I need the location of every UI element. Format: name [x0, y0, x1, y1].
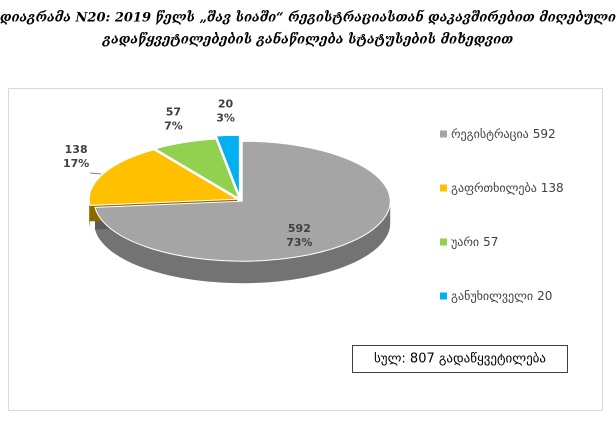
legend-entry: უარი 57	[451, 235, 498, 249]
percent-label: 73%	[286, 236, 312, 249]
legend-value: 138	[541, 181, 564, 195]
percent-label: 17%	[63, 157, 89, 170]
chart-title: გადაწყვეტილებების განაწილება სტატუსების …	[102, 32, 513, 48]
legend-entry: რეგისტრაცია 592	[451, 127, 556, 141]
leader-line	[90, 172, 102, 175]
data-label: 57	[166, 105, 181, 118]
legend-swatch	[440, 292, 447, 300]
percent-label: 3%	[216, 111, 235, 124]
legend-name: უარი	[451, 235, 479, 249]
legend-swatch	[440, 130, 447, 138]
slice	[88, 149, 239, 206]
slice	[154, 138, 240, 200]
data-label: 592	[288, 222, 311, 235]
chart-title: დიაგრამა N20: 2019 წელს „შავ სიაში“ რეგი…	[0, 10, 616, 26]
slice-side	[95, 201, 391, 284]
legend-name: განუხილველი	[451, 289, 533, 303]
legend-entry: გაფრთხილება 138	[451, 181, 564, 195]
legend-swatch	[440, 238, 447, 246]
total-label: სულ: 807 გადაწყვეტილება	[374, 352, 546, 367]
total-box	[352, 345, 568, 373]
legend-value: 20	[537, 289, 552, 303]
legend-swatch	[440, 184, 447, 192]
data-label: 138	[65, 143, 88, 156]
legend-name: რეგისტრაცია	[451, 127, 529, 141]
slice	[94, 140, 391, 262]
percent-label: 7%	[164, 119, 183, 132]
slice	[215, 134, 240, 196]
legend-entry: განუხილველი 20	[451, 289, 552, 303]
data-label: 20	[218, 97, 234, 110]
legend-value: 592	[533, 127, 556, 141]
legend-name: გაფრთხილება	[451, 181, 537, 195]
legend-value: 57	[483, 235, 498, 249]
